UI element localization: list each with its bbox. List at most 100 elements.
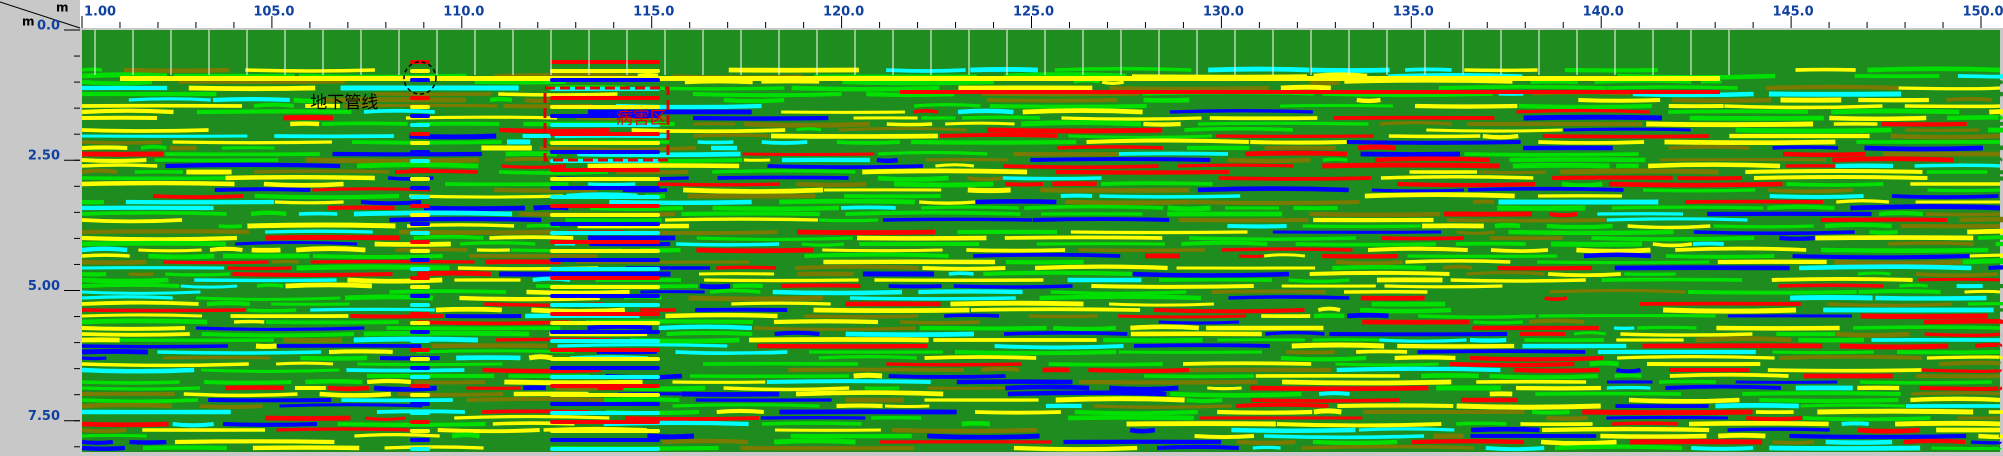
texture-stripe	[772, 289, 903, 296]
texture-stripe	[955, 194, 1056, 199]
texture-stripe	[1915, 272, 1999, 278]
texture-stripe	[81, 72, 168, 79]
texture-stripe	[893, 181, 994, 188]
reflection-band	[550, 78, 660, 82]
texture-stripe	[692, 133, 770, 138]
texture-stripe	[1013, 445, 1138, 452]
texture-stripe	[970, 307, 1141, 312]
texture-stripe	[1833, 259, 1963, 266]
texture-stripe	[1485, 446, 1545, 452]
texture-stripe	[1347, 139, 1521, 145]
texture-stripe	[1649, 192, 1743, 199]
texture-stripe	[1857, 271, 1891, 276]
texture-stripe	[528, 354, 553, 361]
texture-stripe	[498, 92, 618, 97]
texture-stripe	[1648, 162, 1781, 169]
texture-stripe	[888, 374, 1006, 379]
texture-stripe	[1718, 432, 1766, 439]
texture-stripe	[1411, 439, 1525, 445]
texture-stripe	[975, 199, 1057, 205]
reflection-band	[550, 150, 660, 154]
texture-stripe	[1251, 398, 1400, 403]
texture-stripe	[1825, 439, 1893, 445]
texture-stripe	[1397, 181, 1536, 188]
texture-stripe	[1264, 253, 1306, 258]
texture-stripe	[1336, 366, 1501, 373]
texture-stripe	[499, 127, 610, 134]
texture-stripe	[1859, 380, 1992, 385]
texture-stripe	[849, 296, 1016, 301]
texture-stripe	[81, 193, 131, 200]
texture-stripe	[773, 319, 879, 325]
texture-stripe	[957, 391, 981, 396]
reflection-band	[550, 438, 660, 442]
texture-stripe	[437, 428, 540, 434]
texture-stripe	[1452, 289, 1546, 296]
texture-stripe	[1007, 390, 1167, 397]
texture-stripe	[524, 97, 551, 104]
texture-stripe	[665, 312, 778, 319]
texture-stripe	[1405, 67, 1452, 72]
reflection-band	[550, 321, 660, 325]
reflection-band	[550, 258, 660, 262]
texture-stripe	[263, 181, 344, 188]
texture-stripe	[994, 344, 1124, 350]
texture-stripe	[658, 324, 753, 331]
reflection-band	[550, 141, 660, 145]
texture-stripe	[749, 337, 929, 343]
texture-stripe	[1280, 84, 1332, 91]
reflection-band	[410, 249, 430, 253]
texture-stripe	[1132, 271, 1290, 278]
x-tick-label: 130.0	[1203, 5, 1244, 20]
texture-stripe	[1189, 253, 1226, 259]
texture-stripe	[1264, 434, 1425, 440]
texture-stripe	[1869, 230, 1898, 235]
texture-stripe	[81, 259, 147, 265]
texture-stripe	[1156, 444, 1239, 451]
texture-stripe	[1926, 355, 2003, 360]
texture-stripe	[81, 79, 153, 86]
reflection-band	[410, 420, 430, 424]
texture-stripe	[1169, 109, 1313, 114]
texture-stripe	[413, 380, 486, 385]
texture-stripe	[196, 326, 365, 332]
texture-stripe	[1421, 373, 1479, 379]
texture-stripe	[353, 210, 513, 217]
texture-stripe	[609, 199, 752, 206]
texture-stripe	[363, 108, 435, 114]
texture-stripe	[1048, 362, 1163, 367]
texture-stripe	[1787, 74, 1848, 80]
texture-stripe	[217, 289, 368, 296]
texture-stripe	[504, 379, 643, 386]
texture-stripe	[1056, 145, 1164, 150]
texture-stripe	[796, 229, 936, 236]
texture-stripe	[1850, 204, 2001, 211]
texture-stripe	[884, 404, 930, 409]
texture-stripe	[791, 85, 940, 92]
texture-stripe	[1772, 350, 1874, 355]
texture-stripe	[1516, 108, 1650, 114]
texture-stripe	[1858, 289, 1941, 294]
texture-stripe	[1698, 272, 1838, 277]
texture-stripe	[731, 301, 831, 306]
texture-stripe	[123, 354, 158, 361]
texture-stripe	[282, 337, 343, 344]
y-tick-label: 7.50	[28, 409, 60, 424]
x-tick-label: 105.0	[253, 5, 294, 20]
texture-stripe	[1615, 367, 1641, 374]
texture-stripe	[1055, 169, 1230, 175]
reflection-band	[410, 411, 430, 415]
texture-stripe	[312, 254, 443, 260]
texture-stripe	[195, 296, 341, 301]
texture-stripe	[163, 433, 336, 439]
texture-stripe	[1074, 409, 1198, 416]
reflection-band	[410, 285, 430, 289]
texture-stripe	[1591, 235, 1755, 242]
texture-stripe	[250, 210, 287, 217]
texture-stripe	[274, 200, 344, 205]
texture-stripe	[1469, 337, 1507, 343]
texture-stripe	[1606, 85, 1738, 90]
texture-stripe	[1632, 91, 1754, 98]
texture-stripe	[1158, 320, 1240, 325]
texture-stripe	[163, 260, 269, 265]
